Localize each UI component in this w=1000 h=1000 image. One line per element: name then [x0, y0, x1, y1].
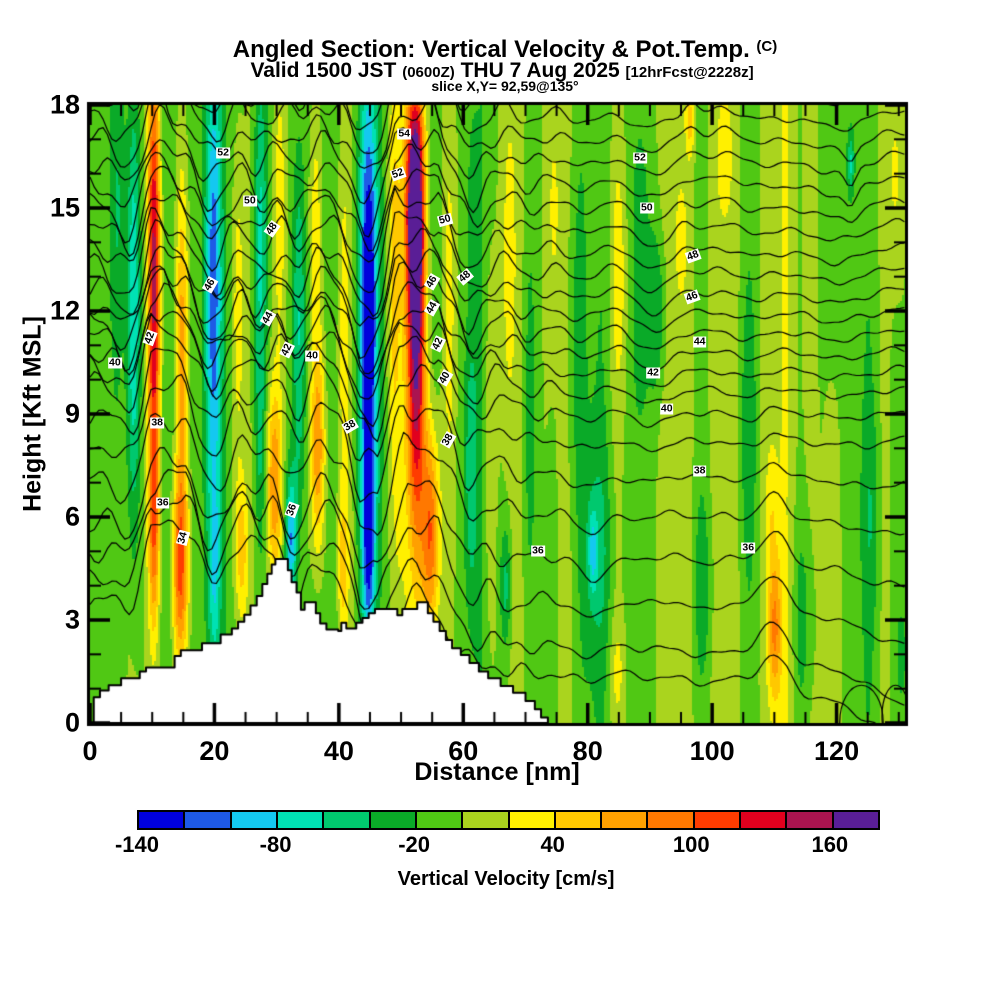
colorbar-segment [139, 812, 184, 828]
colorbar-title: Vertical Velocity [cm/s] [397, 868, 615, 890]
colorbar-segment [692, 812, 740, 828]
colorbar [137, 810, 880, 830]
colorbar-tick-label: 40 [540, 832, 565, 857]
colorbar-segment [461, 812, 508, 828]
colorbar-segment [368, 812, 415, 828]
colorbar-segment [229, 812, 276, 828]
colorbar-segment [183, 812, 230, 828]
colorbar-segment [414, 812, 462, 828]
colorbar-segment [600, 812, 647, 828]
colorbar-tick-label: 160 [811, 832, 849, 857]
colorbar-segment [739, 812, 786, 828]
colorbar-tick-label: -80 [259, 832, 292, 857]
colorbar-segment [831, 812, 878, 828]
colorbar-segment [275, 812, 323, 828]
colorbar-tick-label: -140 [114, 832, 160, 857]
colorbar-segment [507, 812, 554, 828]
colorbar-tick-label: 100 [672, 832, 710, 857]
colorbar-tick-label: -20 [398, 832, 431, 857]
colorbar-segment [785, 812, 832, 828]
colorbar-segment [322, 812, 369, 828]
colorbar-segment [553, 812, 601, 828]
colorbar-tick-labels: -140 -80 -20 40 100 160 [115, 832, 876, 858]
colorbar-segment [646, 812, 693, 828]
